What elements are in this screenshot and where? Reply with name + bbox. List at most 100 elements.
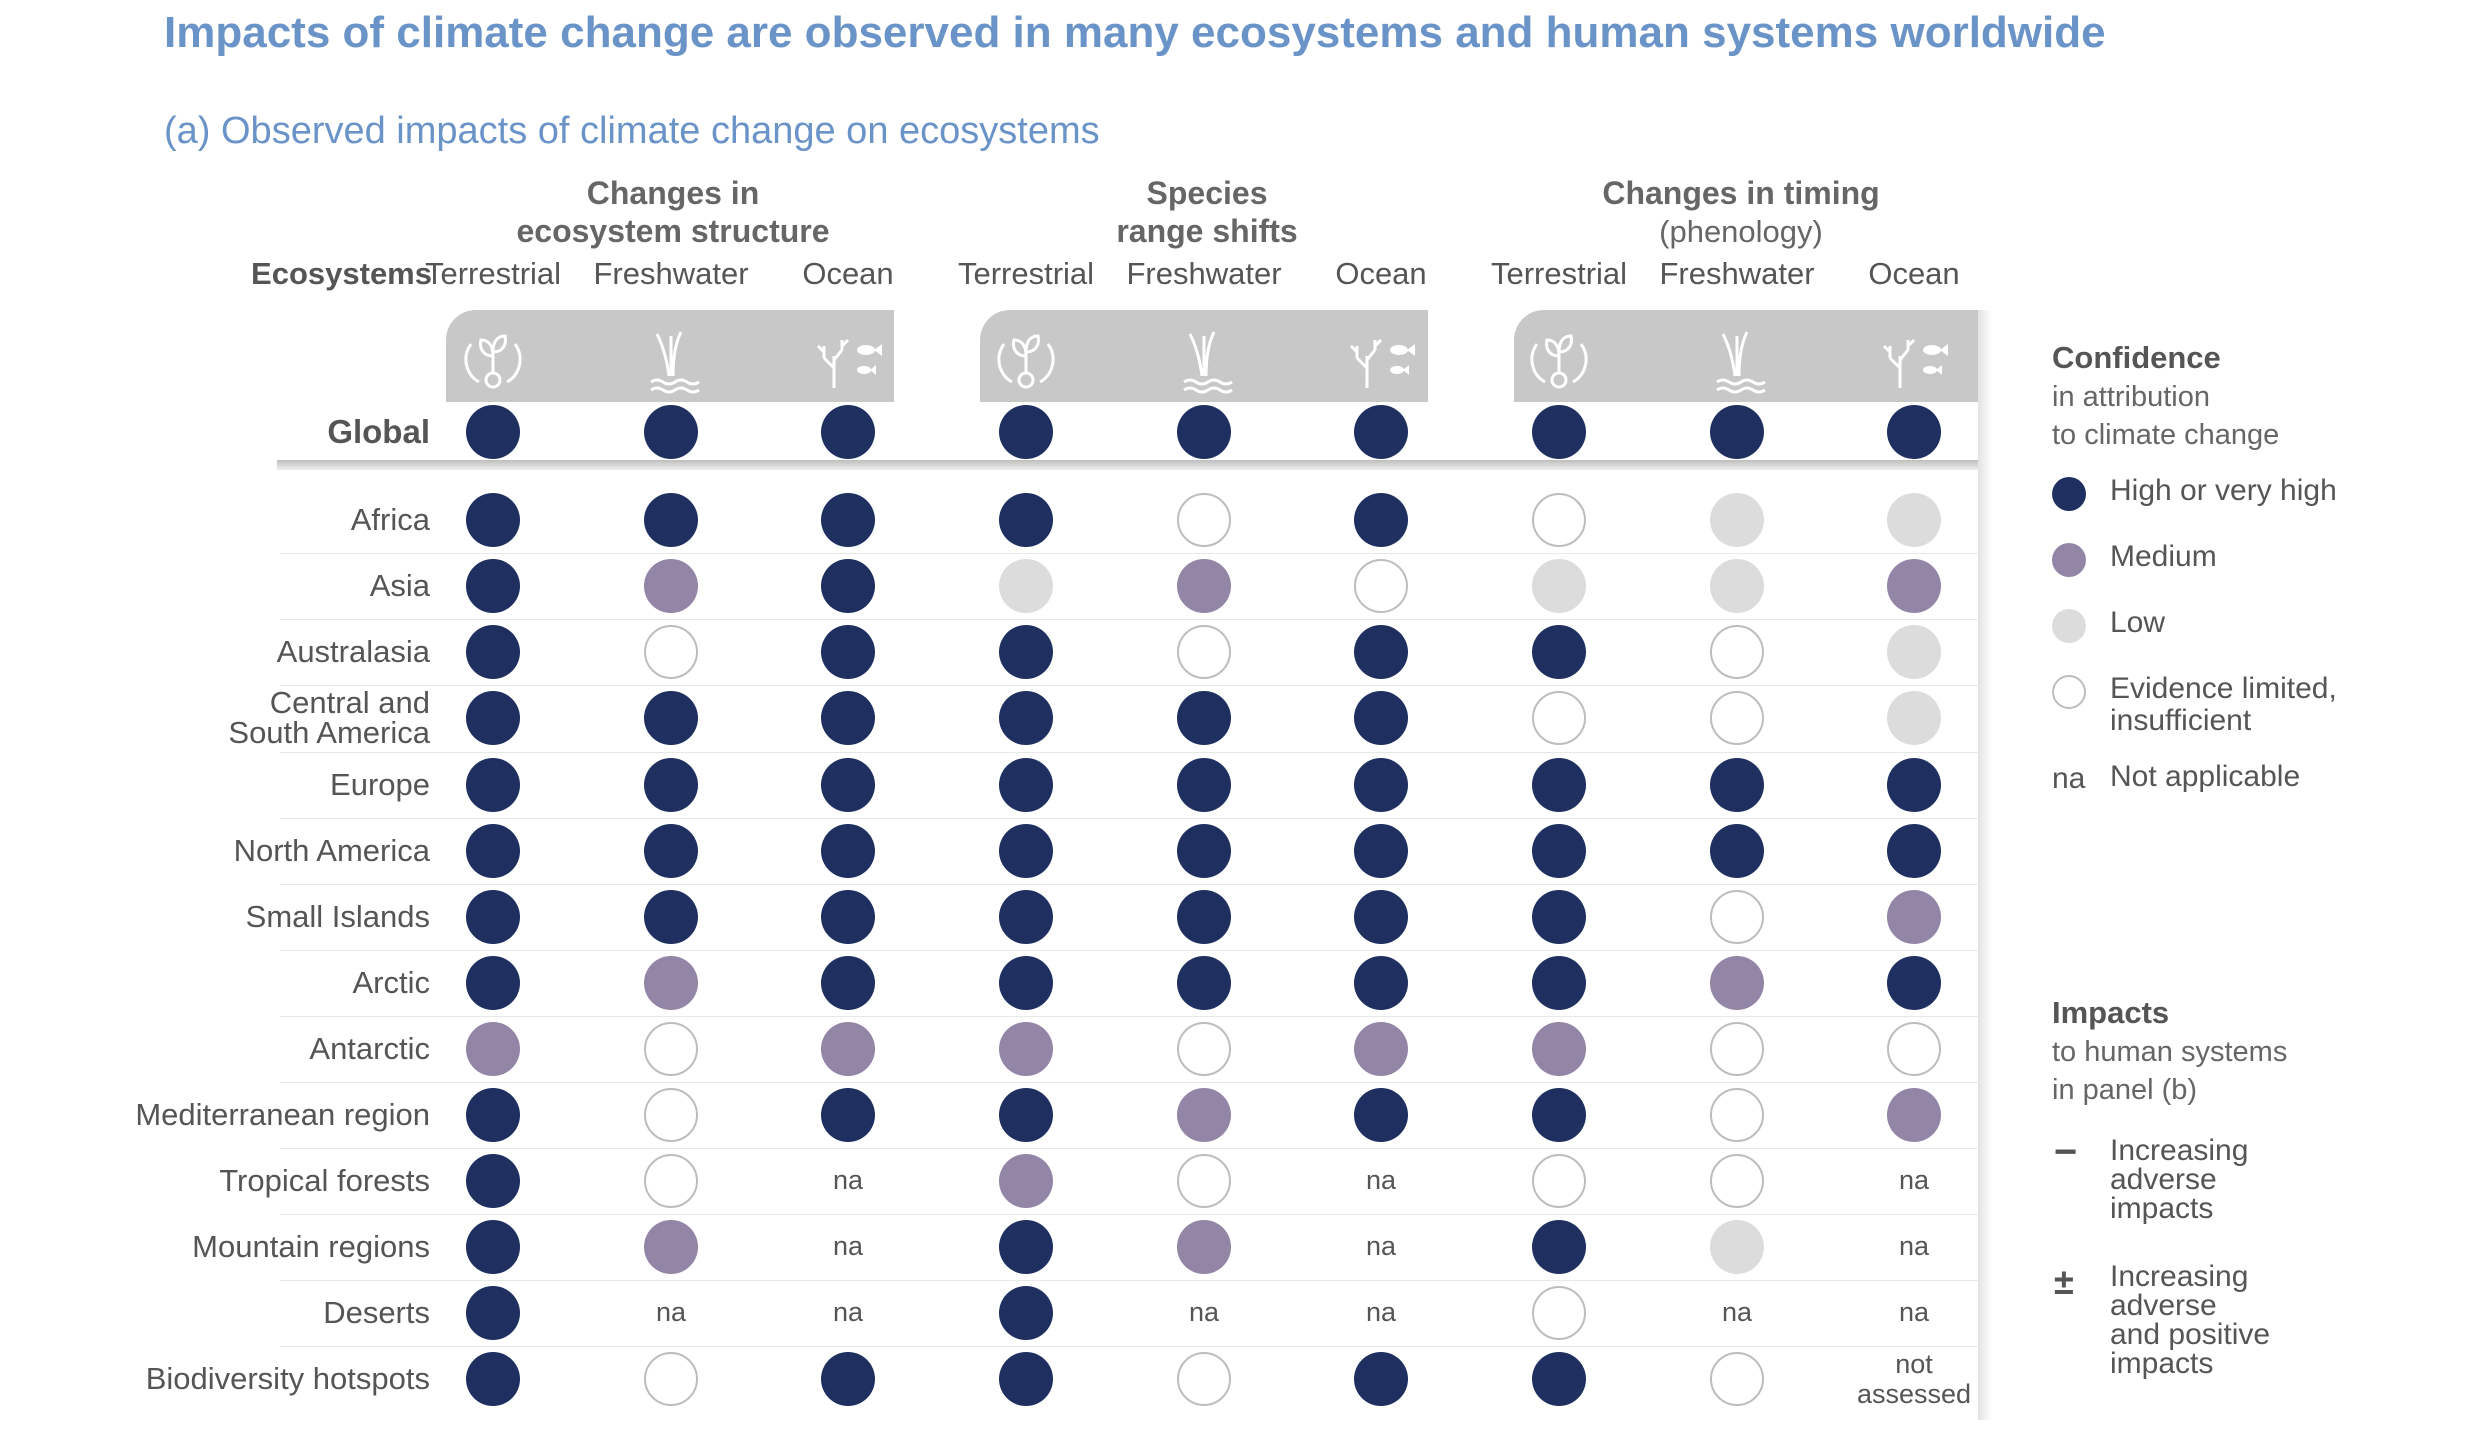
dot-high	[466, 890, 520, 944]
dot-high	[1710, 405, 1764, 459]
dot-high	[821, 493, 875, 547]
cell-text: na	[655, 1297, 687, 1327]
dot-medium	[999, 1154, 1053, 1208]
dot-high	[1354, 890, 1408, 944]
cell-text: na	[832, 1297, 864, 1327]
dot-high	[466, 1286, 520, 1340]
cell-text: na	[1898, 1297, 1930, 1327]
dot-high	[1354, 405, 1408, 459]
legend-label: High or very high	[2110, 474, 2337, 507]
row-label: North America	[233, 833, 430, 868]
row-label: Small Islands	[245, 899, 430, 934]
dot-high	[1532, 625, 1586, 679]
dot-low	[1887, 691, 1941, 745]
dot-limited	[644, 1022, 698, 1076]
dot-high	[999, 1352, 1053, 1406]
dot-limited	[644, 1154, 698, 1208]
terrestrial-plant-icon	[1519, 316, 1599, 401]
dot-medium	[644, 559, 698, 613]
group-title-ecosystem-structure: Changes in ecosystem structure	[516, 175, 830, 249]
column-label-5: Freshwater	[1126, 256, 1282, 291]
dot-high	[466, 691, 520, 745]
dot-medium	[1177, 1220, 1231, 1274]
dot-medium	[644, 1220, 698, 1274]
freshwater-reeds-icon	[631, 316, 711, 401]
dot-limited	[1887, 1022, 1941, 1076]
dot-medium	[1887, 890, 1941, 944]
legend-symbol-na: na	[2052, 762, 2086, 795]
row-separator	[280, 1280, 1980, 1281]
dot-high	[999, 405, 1053, 459]
row-label: Central and South America	[228, 685, 430, 750]
dot-medium	[1710, 956, 1764, 1010]
minus-symbol: −	[2054, 1130, 2078, 1174]
dot-limited	[1532, 1154, 1586, 1208]
row-label: Mountain regions	[192, 1229, 430, 1264]
global-separator	[277, 460, 1978, 470]
column-label-8: Freshwater	[1659, 256, 1815, 291]
dot-high	[1887, 758, 1941, 812]
dot-high	[1887, 405, 1941, 459]
legend-impacts-adverse: Increasing adverse impacts	[2110, 1134, 2249, 1225]
plus-minus-symbol: ±	[2054, 1261, 2074, 1302]
dot-limited	[1354, 559, 1408, 613]
cell-text: na	[1721, 1297, 1753, 1327]
dot-medium	[1887, 559, 1941, 613]
ocean-coral-fish-icon	[1341, 316, 1421, 401]
dot-limited	[644, 1088, 698, 1142]
dot-high	[1532, 758, 1586, 812]
dot-high	[466, 824, 520, 878]
dot-limited	[1177, 493, 1231, 547]
dot-high	[1177, 691, 1231, 745]
row-label: Africa	[350, 502, 430, 537]
dot-medium	[1177, 1088, 1231, 1142]
dot-medium	[644, 956, 698, 1010]
row-label: Biodiversity hotspots	[145, 1361, 430, 1396]
cell-text: na	[832, 1165, 864, 1195]
dot-limited	[1532, 493, 1586, 547]
dot-high	[821, 824, 875, 878]
dot-high	[1887, 824, 1941, 878]
column-label-6: Ocean	[1335, 256, 1427, 291]
dot-high	[1354, 824, 1408, 878]
dot-high	[999, 956, 1053, 1010]
dot-high	[466, 758, 520, 812]
dot-high	[1354, 493, 1408, 547]
column-label-7: Terrestrial	[1490, 256, 1628, 291]
main-title: Impacts of climate change are observed i…	[164, 8, 2106, 57]
group-subtitle-timing: (phenology)	[1659, 214, 1823, 249]
dot-limited	[1710, 1022, 1764, 1076]
dot-medium	[466, 1022, 520, 1076]
row-separator	[280, 818, 1980, 819]
dot-limited	[1177, 1154, 1231, 1208]
column-label-2: Freshwater	[593, 256, 749, 291]
row-label: Deserts	[323, 1295, 430, 1330]
dot-high	[466, 625, 520, 679]
dot-low	[1887, 625, 1941, 679]
dot-medium	[999, 1022, 1053, 1076]
cell-text: na	[1898, 1165, 1930, 1195]
dot-high	[999, 758, 1053, 812]
dot-high	[821, 1088, 875, 1142]
dot-high	[1532, 1352, 1586, 1406]
dot-high	[1354, 1352, 1408, 1406]
legend-dot-low	[2052, 609, 2086, 643]
dot-high	[1354, 691, 1408, 745]
dot-low	[1710, 493, 1764, 547]
dot-high	[1354, 758, 1408, 812]
row-label: Tropical forests	[219, 1163, 430, 1198]
row-separator	[280, 1346, 1980, 1347]
dot-high	[1532, 1220, 1586, 1274]
freshwater-reeds-icon	[1697, 316, 1777, 401]
freshwater-reeds-icon	[1164, 316, 1244, 401]
dot-limited	[1710, 1154, 1764, 1208]
dot-limited	[1710, 1352, 1764, 1406]
dot-high	[466, 559, 520, 613]
dot-high	[644, 758, 698, 812]
dot-high	[1532, 956, 1586, 1010]
cell-text: na	[1365, 1231, 1397, 1261]
dot-high	[1354, 625, 1408, 679]
panel-title: (a) Observed impacts of climate change o…	[164, 110, 1100, 152]
cell-text: na	[1188, 1297, 1220, 1327]
row-label: Arctic	[352, 965, 431, 1000]
